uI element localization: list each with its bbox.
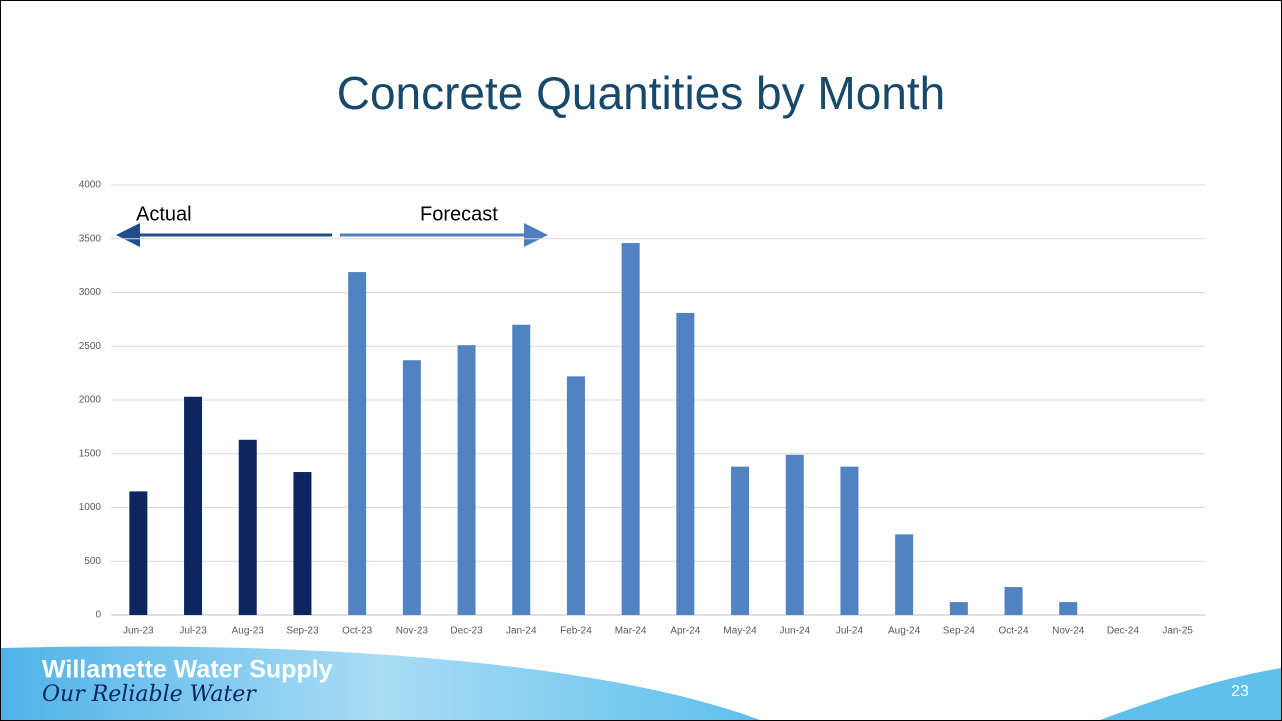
bar <box>184 396 203 615</box>
bar <box>512 324 531 615</box>
bar <box>293 472 312 615</box>
bar <box>840 466 859 615</box>
x-tick-label: Aug-24 <box>888 626 921 637</box>
x-tick-label: Dec-24 <box>1107 626 1140 637</box>
page-number: 23 <box>1231 683 1249 700</box>
x-tick-label: Jan-24 <box>506 626 537 637</box>
x-tick-label: Nov-24 <box>1052 626 1085 637</box>
bar <box>348 272 367 615</box>
bar <box>949 602 968 615</box>
x-tick-label: Aug-23 <box>232 626 265 637</box>
x-tick-label: Jul-24 <box>836 626 864 637</box>
x-tick-label: Sep-24 <box>943 626 976 637</box>
x-tick-label: Oct-24 <box>999 626 1029 637</box>
y-tick-label: 1500 <box>79 448 102 459</box>
x-tick-label: Mar-24 <box>615 626 647 637</box>
y-tick-label: 2000 <box>79 395 102 406</box>
bar <box>129 491 148 615</box>
tagline: Our Reliable Water <box>42 682 257 707</box>
x-tick-label: Jul-23 <box>179 626 207 637</box>
x-tick-label: Jan-25 <box>1162 626 1193 637</box>
x-tick-label: Dec-23 <box>450 626 483 637</box>
y-tick-label: 500 <box>84 556 101 567</box>
bar <box>731 466 750 615</box>
bar <box>402 360 421 615</box>
y-tick-label: 3000 <box>79 287 102 298</box>
bar <box>1004 587 1023 615</box>
y-tick-label: 4000 <box>79 180 102 191</box>
bar <box>621 243 640 616</box>
x-tick-label: Oct-23 <box>342 626 372 637</box>
chart-title: Concrete Quantities by Month <box>337 67 946 119</box>
x-tick-label: Nov-23 <box>396 626 429 637</box>
y-tick-label: 0 <box>95 610 101 621</box>
x-tick-label: May-24 <box>723 626 757 637</box>
x-tick-label: Jun-23 <box>123 626 154 637</box>
actual-annotation: Actual <box>136 203 192 225</box>
bar <box>895 534 914 615</box>
footer-wave-right <box>1100 668 1281 720</box>
bar <box>238 439 257 615</box>
bar <box>566 376 585 615</box>
bar <box>785 454 804 615</box>
footer-wave <box>1 646 760 720</box>
x-tick-label: Jun-24 <box>779 626 810 637</box>
bar <box>457 345 476 615</box>
y-tick-label: 2500 <box>79 341 102 352</box>
organization: Willamette Water Supply <box>42 656 333 684</box>
x-tick-label: Feb-24 <box>560 626 592 637</box>
x-tick-label: Apr-24 <box>670 626 700 637</box>
y-tick-label: 3500 <box>79 233 102 244</box>
bar <box>1059 602 1078 615</box>
y-tick-label: 1000 <box>79 502 102 513</box>
x-tick-label: Sep-23 <box>286 626 319 637</box>
forecast-annotation: Forecast <box>420 203 498 225</box>
bar <box>676 312 695 615</box>
